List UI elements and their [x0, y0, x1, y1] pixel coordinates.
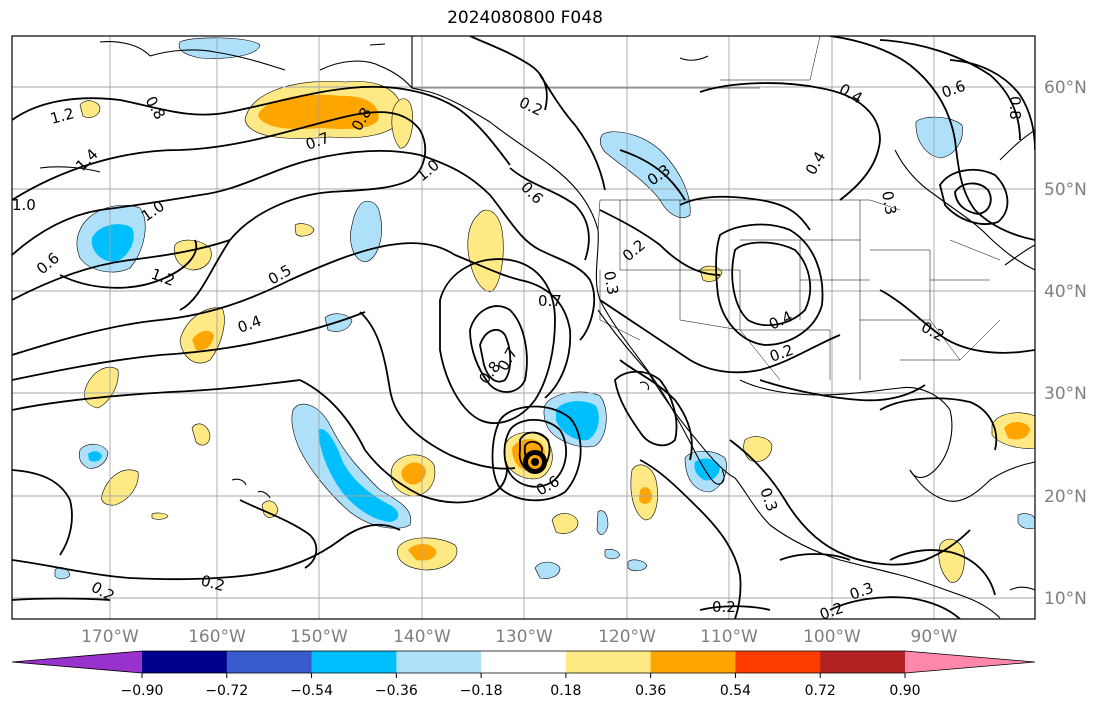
fill-yellow: [261, 500, 279, 518]
lat-label: 30°N: [1044, 384, 1087, 404]
colorbar-tick-label: 0.36: [635, 683, 666, 699]
lon-label: 90°W: [911, 627, 958, 647]
colorbar-tick-label: −0.72: [205, 683, 248, 699]
fill-orange: [192, 330, 214, 351]
fill-blue: [556, 401, 599, 441]
lon-label: 110°W: [700, 627, 758, 647]
fill-lightblue: [1017, 513, 1035, 530]
colorbar-extend-max: [905, 651, 1035, 673]
fill-lightblue: [534, 561, 561, 579]
fill-lightblue: [600, 131, 691, 219]
colorbar-tick-label: 0.18: [550, 683, 581, 699]
colorbar-segment: [311, 651, 397, 673]
fill-yellow: [294, 223, 315, 237]
colorbar-tick-label: −0.18: [460, 683, 503, 699]
lon-label: 130°W: [495, 627, 553, 647]
colorbar-segment: [565, 651, 652, 673]
colorbar-tick-label: 0.72: [805, 683, 836, 699]
fill-lightblue: [324, 313, 353, 332]
lat-label: 20°N: [1044, 487, 1087, 507]
colorbar-segment: [142, 651, 228, 673]
lon-label: 100°W: [803, 627, 861, 647]
lat-label: 50°N: [1044, 180, 1087, 200]
fill-yellow: [551, 513, 579, 534]
fill-orange: [258, 94, 379, 130]
fill-blue: [694, 458, 720, 481]
contour-label: 0.8: [1006, 96, 1024, 120]
colorbar-segment: [650, 651, 736, 673]
contour-label: 0.3: [878, 190, 900, 217]
colorbar-segment: [820, 651, 906, 673]
contour-lines: [12, 36, 1035, 619]
fill-blue: [91, 224, 134, 262]
lat-label: 40°N: [1044, 282, 1087, 302]
fill-lightblue: [915, 116, 963, 159]
lon-label: 160°W: [188, 627, 246, 647]
hurricane-center: [523, 450, 547, 474]
colorbar-tick-label: −0.36: [375, 683, 418, 699]
fill-blue: [318, 429, 399, 522]
fill-lightblue: [350, 200, 382, 263]
contour-label: 0.2: [199, 571, 227, 595]
contour-label: 1.2: [48, 104, 76, 128]
colorbar-extend-min: [12, 651, 142, 673]
lon-label: 170°W: [81, 627, 139, 647]
fill-lightblue: [178, 37, 261, 59]
fill-orange: [1004, 422, 1030, 440]
lat-label: 10°N: [1044, 589, 1087, 609]
colorbar-tick-label: −0.54: [290, 683, 333, 699]
fill-lightblue: [627, 559, 648, 572]
longitude-labels: 170°W 160°W 150°W 140°W 130°W 120°W 110°…: [81, 627, 958, 647]
contour-label: 0.7: [538, 292, 562, 310]
fill-lightblue: [596, 510, 609, 535]
fill-yellow: [151, 512, 169, 520]
lon-label: 120°W: [598, 627, 656, 647]
fill-yellow: [79, 100, 101, 118]
colorbar-tick-label: 0.90: [889, 683, 920, 699]
colorbar-segment: [226, 651, 313, 673]
colorbar-tick-label: 0.54: [720, 683, 751, 699]
fill-yellow: [391, 98, 413, 149]
colorbar-segment: [735, 651, 821, 673]
colorbar-segment: [481, 651, 567, 673]
fill-blue: [88, 451, 102, 462]
colorbar-tick-label: −0.90: [121, 683, 164, 699]
fill-yellow: [191, 423, 211, 446]
lat-label: 60°N: [1044, 78, 1087, 98]
map-title: 2024080800 F048: [447, 8, 603, 28]
lon-label: 150°W: [290, 627, 348, 647]
contour-label: 1.0: [12, 196, 36, 214]
lon-label: 140°W: [393, 627, 451, 647]
fill-lightblue: [604, 548, 621, 560]
colorbar-segment: [396, 651, 482, 673]
colorbar: −0.90 −0.72 −0.54 −0.36 −0.18 0.18 0.36 0.54 0.7…: [11, 650, 1036, 699]
fill-orange: [401, 462, 426, 485]
contour-label: 0.2: [712, 598, 736, 616]
latitude-labels: 60°N 50°N 40°N 30°N 20°N 10°N: [1044, 78, 1087, 609]
contour-label: 0.3: [600, 270, 622, 297]
filled-anomaly-regions: [54, 37, 1035, 583]
plot-area: [12, 36, 1035, 619]
plot-frame: [11, 35, 1036, 620]
